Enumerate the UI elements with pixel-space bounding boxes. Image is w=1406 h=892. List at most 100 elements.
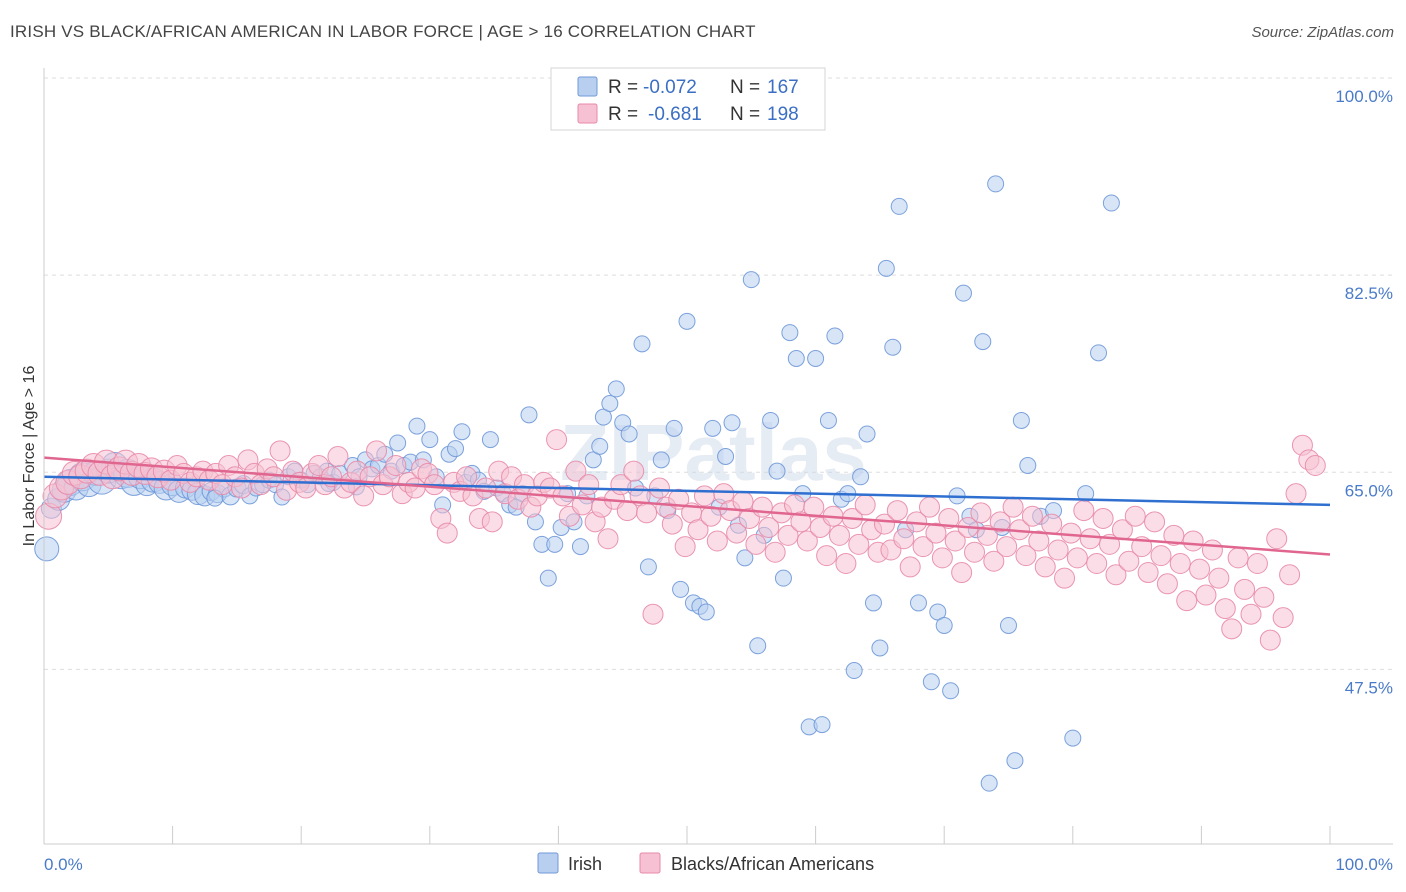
irish-point xyxy=(34,536,60,562)
black-point xyxy=(764,541,786,563)
legend-swatch-irish xyxy=(577,76,598,97)
black-point xyxy=(1002,496,1024,518)
black-trend-line xyxy=(43,456,1331,556)
black-point xyxy=(1266,528,1288,550)
black-point xyxy=(1182,530,1204,552)
legend-n-label-irish: N = xyxy=(730,77,760,98)
black-point xyxy=(976,524,998,546)
black-point xyxy=(636,502,658,524)
black-point xyxy=(790,511,812,533)
irish-point xyxy=(871,639,889,657)
y-tick-labels: 47.5% 65.0% 82.5% 100.0% xyxy=(1335,87,1393,697)
black-point xyxy=(1163,524,1185,546)
black-point xyxy=(835,553,857,575)
irish-point xyxy=(974,333,992,351)
irish-point xyxy=(408,417,426,435)
black-point xyxy=(1066,547,1088,569)
black-point xyxy=(964,541,986,563)
black-point xyxy=(1124,505,1146,527)
black-point xyxy=(475,477,497,499)
black-point xyxy=(1015,545,1037,567)
black-point xyxy=(1285,483,1307,505)
black-point xyxy=(1176,590,1198,612)
black-point xyxy=(854,494,876,516)
irish-point xyxy=(774,569,792,587)
black-point xyxy=(777,524,799,546)
black-point xyxy=(1227,547,1249,569)
black-point xyxy=(848,533,870,555)
irish-point xyxy=(520,406,538,424)
black-point xyxy=(327,445,349,467)
stats-legend: R = -0.072 N = 167 R = -0.681 N = 198 xyxy=(550,67,826,131)
irish-point xyxy=(742,271,760,289)
black-point xyxy=(1150,545,1172,567)
y-tick-label: 100.0% xyxy=(1335,87,1393,106)
black-point xyxy=(687,519,709,541)
black-point xyxy=(726,522,748,544)
black-point xyxy=(693,485,715,507)
black-point xyxy=(1034,556,1056,578)
irish-point xyxy=(539,569,557,587)
legend-r-value-black: -0.681 xyxy=(648,104,702,125)
black-point xyxy=(481,511,503,533)
black-point xyxy=(758,516,780,538)
series-legend-label-irish: Irish xyxy=(568,854,602,874)
irish-point xyxy=(633,335,651,353)
irish-point xyxy=(546,535,564,553)
irish-point xyxy=(826,327,844,345)
black-point xyxy=(1144,511,1166,533)
black-point xyxy=(1246,553,1268,575)
black-point xyxy=(919,496,941,518)
irish-point xyxy=(1012,411,1030,429)
irish-point xyxy=(987,175,1005,193)
irish-point xyxy=(447,440,465,458)
irish-point xyxy=(942,682,960,700)
black-point xyxy=(796,530,818,552)
irish-point xyxy=(591,437,609,455)
black-point xyxy=(1259,629,1281,651)
black-point xyxy=(1060,522,1082,544)
irish-point xyxy=(1019,457,1037,475)
irish-point xyxy=(884,338,902,356)
irish-point xyxy=(678,312,696,330)
black-point xyxy=(751,496,773,518)
black-point xyxy=(1137,562,1159,584)
chart-title: IRISH VS BLACK/AFRICAN AMERICAN IN LABOR… xyxy=(10,22,756,41)
black-point xyxy=(925,522,947,544)
irish-point xyxy=(1102,194,1120,212)
black-point xyxy=(951,562,973,584)
irish-point xyxy=(858,425,876,443)
black-point xyxy=(565,460,587,482)
irish-point xyxy=(717,447,735,465)
chart-source: Source: ZipAtlas.com xyxy=(1251,24,1394,41)
black-point xyxy=(1201,539,1223,561)
black-point xyxy=(899,556,921,578)
black-point xyxy=(996,536,1018,558)
irish-point xyxy=(639,558,657,576)
irish-trend-line xyxy=(43,475,1331,507)
irish-point xyxy=(909,594,927,612)
black-point xyxy=(1021,505,1043,527)
series-legend-swatch-black xyxy=(639,852,661,874)
black-point xyxy=(1169,553,1191,575)
grid-lines xyxy=(44,77,1393,670)
irish-point xyxy=(890,197,908,215)
irish-point xyxy=(389,434,407,452)
irish-point xyxy=(736,549,754,567)
series-legend-swatch-irish xyxy=(537,852,559,874)
irish-point xyxy=(877,259,895,277)
black-point xyxy=(1234,578,1256,600)
irish-point xyxy=(749,637,767,655)
black-point xyxy=(828,524,850,546)
irish-point xyxy=(922,673,940,691)
black-point xyxy=(366,440,388,462)
black-point xyxy=(1105,564,1127,586)
black-point xyxy=(1208,567,1230,589)
black-point xyxy=(1272,607,1294,629)
x-tick-label-100: 100.0% xyxy=(1335,855,1393,874)
irish-point xyxy=(1006,752,1024,770)
irish-point xyxy=(571,538,589,556)
y-tick-label: 82.5% xyxy=(1345,284,1393,303)
legend-swatch-black xyxy=(577,103,598,124)
